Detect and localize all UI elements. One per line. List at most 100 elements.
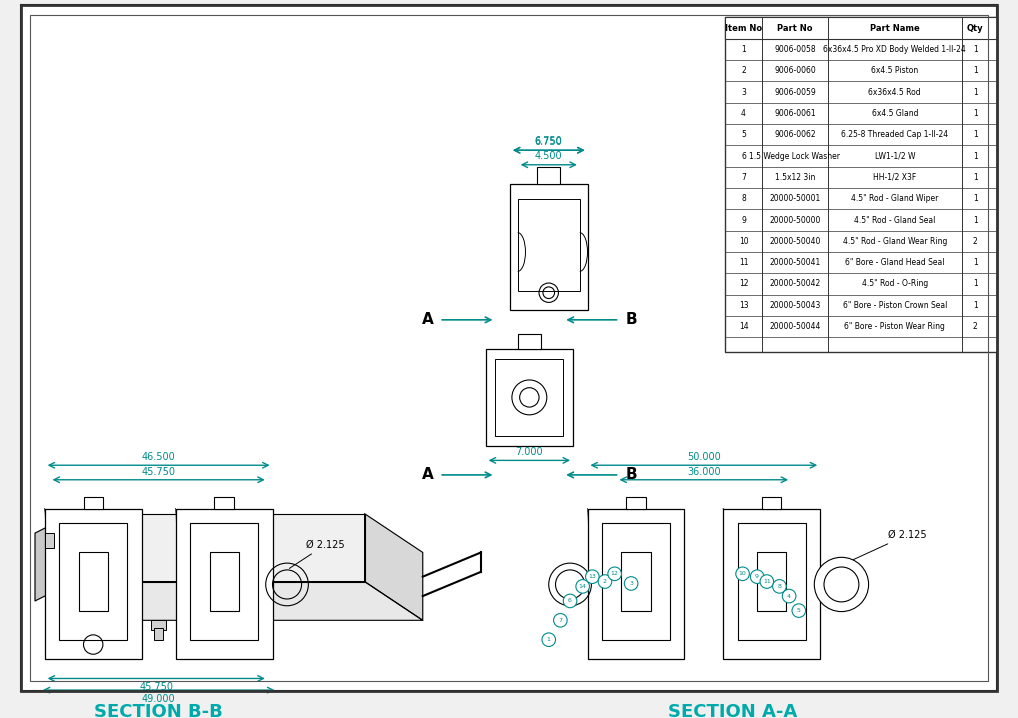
- Text: 4: 4: [741, 109, 746, 118]
- Text: 2: 2: [973, 237, 977, 246]
- Bar: [538, 167, 560, 184]
- Text: 9: 9: [755, 574, 759, 579]
- Text: 45.750: 45.750: [142, 467, 176, 477]
- Text: 49.000: 49.000: [142, 694, 175, 704]
- Text: 1: 1: [973, 279, 977, 289]
- Text: 8: 8: [778, 584, 782, 589]
- Bar: [155, 628, 163, 640]
- Bar: [587, 509, 684, 659]
- Text: 6" Bore - Piston Wear Ring: 6" Bore - Piston Wear Ring: [844, 322, 945, 331]
- Bar: [626, 498, 645, 509]
- Text: 20000-50043: 20000-50043: [770, 301, 821, 309]
- Text: 10: 10: [739, 237, 748, 246]
- Text: 6: 6: [568, 598, 572, 603]
- Polygon shape: [35, 513, 74, 601]
- Text: 4.5" Rod - Gland Seal: 4.5" Rod - Gland Seal: [854, 215, 936, 225]
- Text: 6x36x4.5 Rod: 6x36x4.5 Rod: [868, 88, 921, 97]
- Bar: [210, 552, 238, 610]
- Text: LW1-1/2 W: LW1-1/2 W: [874, 151, 915, 161]
- Circle shape: [563, 594, 577, 607]
- Text: 1: 1: [973, 45, 977, 54]
- Bar: [175, 509, 273, 659]
- Text: 6" Bore - Gland Head Seal: 6" Bore - Gland Head Seal: [845, 258, 945, 267]
- Text: 9006-0058: 9006-0058: [774, 45, 815, 54]
- Text: 6x4.5 Gland: 6x4.5 Gland: [871, 109, 918, 118]
- Text: Qty: Qty: [967, 24, 983, 32]
- Bar: [738, 523, 805, 640]
- Bar: [518, 335, 541, 349]
- Text: B: B: [625, 467, 637, 482]
- Text: 5: 5: [741, 130, 746, 139]
- Text: 6x36x4.5 Pro XD Body Welded 1-II-24: 6x36x4.5 Pro XD Body Welded 1-II-24: [824, 45, 966, 54]
- Circle shape: [554, 613, 567, 627]
- Text: 11: 11: [762, 579, 771, 584]
- Text: 4.5" Rod - Gland Wiper: 4.5" Rod - Gland Wiper: [851, 194, 939, 203]
- Text: 1: 1: [973, 301, 977, 309]
- Text: Part Name: Part Name: [869, 24, 919, 32]
- Text: 4.500: 4.500: [534, 151, 563, 161]
- Bar: [83, 498, 103, 509]
- Bar: [518, 199, 580, 291]
- Text: 1.5 Wedge Lock Washer: 1.5 Wedge Lock Washer: [749, 151, 841, 161]
- Text: 5: 5: [797, 608, 801, 613]
- Bar: [725, 17, 997, 352]
- Polygon shape: [364, 513, 422, 620]
- Text: 6.750: 6.750: [534, 137, 563, 147]
- Circle shape: [608, 567, 621, 581]
- Text: 1.5x12 3in: 1.5x12 3in: [775, 173, 815, 182]
- Text: Ø 2.125: Ø 2.125: [289, 540, 345, 569]
- Text: 1: 1: [973, 173, 977, 182]
- Bar: [723, 509, 821, 659]
- Circle shape: [542, 633, 556, 646]
- Text: 50.000: 50.000: [687, 452, 721, 462]
- Bar: [190, 523, 258, 640]
- Text: 1: 1: [973, 109, 977, 118]
- Bar: [215, 498, 234, 509]
- Text: 6: 6: [741, 151, 746, 161]
- Text: 20000-50042: 20000-50042: [770, 279, 821, 289]
- Bar: [621, 552, 651, 610]
- Text: 7: 7: [741, 173, 746, 182]
- Text: A: A: [421, 467, 434, 482]
- Text: 1: 1: [973, 194, 977, 203]
- Text: 45.750: 45.750: [139, 682, 173, 692]
- Text: 10: 10: [739, 572, 746, 577]
- Circle shape: [782, 589, 796, 603]
- Text: 6.25-8 Threaded Cap 1-II-24: 6.25-8 Threaded Cap 1-II-24: [841, 130, 949, 139]
- Text: 1: 1: [547, 637, 551, 642]
- Text: 46.500: 46.500: [142, 452, 175, 462]
- Bar: [152, 620, 166, 630]
- Circle shape: [624, 577, 638, 590]
- Text: 20000-50000: 20000-50000: [770, 215, 821, 225]
- Text: 2: 2: [741, 66, 746, 75]
- Text: 8: 8: [741, 194, 746, 203]
- Text: 1: 1: [973, 130, 977, 139]
- Bar: [757, 552, 786, 610]
- Polygon shape: [74, 582, 422, 620]
- Text: 9006-0060: 9006-0060: [774, 66, 815, 75]
- Circle shape: [773, 579, 786, 593]
- Text: 13: 13: [588, 574, 597, 579]
- Text: Item No: Item No: [725, 24, 762, 32]
- Text: 1: 1: [973, 258, 977, 267]
- Text: A: A: [421, 312, 434, 327]
- Text: 9006-0059: 9006-0059: [774, 88, 815, 97]
- Circle shape: [736, 567, 749, 581]
- Circle shape: [760, 574, 774, 588]
- Text: Part No: Part No: [777, 24, 812, 32]
- Text: 1: 1: [973, 215, 977, 225]
- Bar: [45, 509, 142, 659]
- Circle shape: [750, 570, 764, 584]
- Text: 9: 9: [741, 215, 746, 225]
- Text: 1: 1: [973, 151, 977, 161]
- Text: 20000-50001: 20000-50001: [770, 194, 821, 203]
- Text: SECTION A-A: SECTION A-A: [668, 704, 797, 718]
- Circle shape: [814, 557, 868, 612]
- Bar: [496, 358, 563, 436]
- Text: 7.000: 7.000: [515, 447, 544, 457]
- Text: Ø 2.125: Ø 2.125: [844, 530, 926, 564]
- Text: 7: 7: [558, 617, 562, 623]
- Text: 20000-50044: 20000-50044: [770, 322, 821, 331]
- Text: 3: 3: [629, 581, 633, 586]
- Text: 13: 13: [739, 301, 748, 309]
